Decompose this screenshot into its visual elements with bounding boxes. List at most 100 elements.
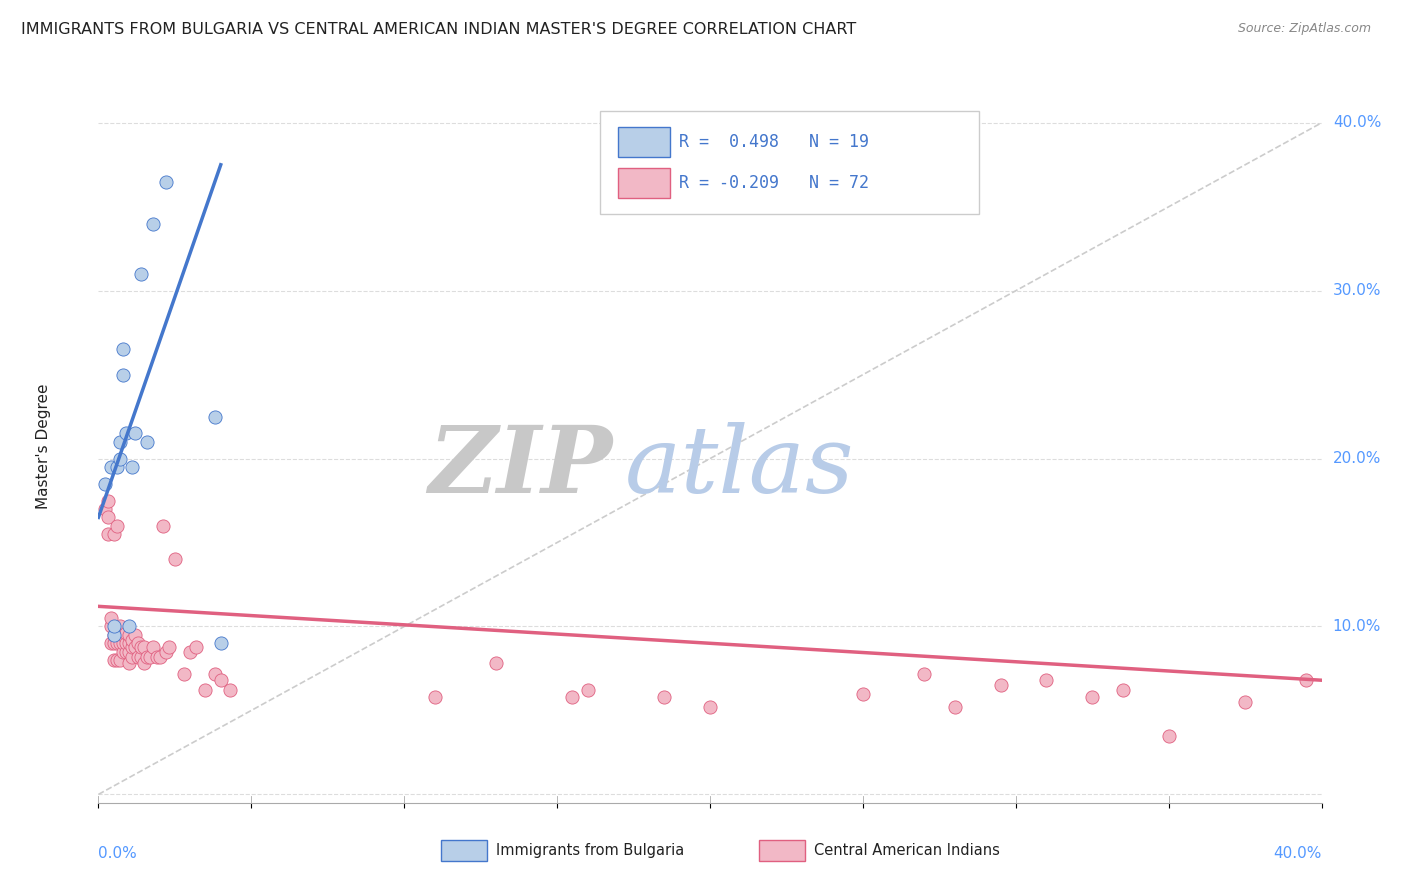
Point xyxy=(179,645,201,659)
Point xyxy=(118,657,141,671)
Point xyxy=(111,628,134,642)
Point xyxy=(124,426,146,441)
Point xyxy=(93,502,115,516)
Point xyxy=(108,619,131,633)
FancyBboxPatch shape xyxy=(619,168,669,198)
Point xyxy=(93,476,115,491)
Text: Master's Degree: Master's Degree xyxy=(37,384,51,508)
Point xyxy=(103,527,125,541)
Point xyxy=(100,611,122,625)
Point xyxy=(576,683,599,698)
Text: 30.0%: 30.0% xyxy=(1333,283,1381,298)
Point xyxy=(142,640,165,654)
Point xyxy=(943,700,966,714)
Point xyxy=(108,451,131,466)
Point xyxy=(121,632,143,647)
FancyBboxPatch shape xyxy=(759,840,806,862)
Point xyxy=(155,645,177,659)
Point xyxy=(1157,729,1180,743)
Point xyxy=(97,493,120,508)
Point xyxy=(561,690,583,704)
Point xyxy=(121,640,143,654)
Point xyxy=(142,217,165,231)
Point xyxy=(990,678,1012,692)
Point xyxy=(209,673,232,688)
Point xyxy=(115,426,138,441)
FancyBboxPatch shape xyxy=(600,111,979,214)
Point xyxy=(136,649,159,664)
Text: 0.0%: 0.0% xyxy=(98,846,138,861)
Point xyxy=(111,368,134,382)
Point xyxy=(852,687,875,701)
Text: Immigrants from Bulgaria: Immigrants from Bulgaria xyxy=(496,843,685,858)
Text: 10.0%: 10.0% xyxy=(1333,619,1381,634)
Text: IMMIGRANTS FROM BULGARIA VS CENTRAL AMERICAN INDIAN MASTER'S DEGREE CORRELATION : IMMIGRANTS FROM BULGARIA VS CENTRAL AMER… xyxy=(21,22,856,37)
Point xyxy=(129,267,152,281)
Point xyxy=(108,434,131,449)
Point xyxy=(186,640,208,654)
Point xyxy=(194,683,217,698)
Point xyxy=(204,409,226,424)
Point xyxy=(1112,683,1135,698)
Point xyxy=(149,649,172,664)
Text: 40.0%: 40.0% xyxy=(1274,846,1322,861)
Point xyxy=(115,626,138,640)
Point xyxy=(155,175,177,189)
Text: ZIP: ZIP xyxy=(427,423,612,512)
Point xyxy=(134,640,156,654)
Point xyxy=(105,460,128,475)
Point xyxy=(129,649,152,664)
Point xyxy=(652,690,675,704)
Point xyxy=(118,645,141,659)
Point xyxy=(103,653,125,667)
Point xyxy=(115,645,138,659)
Point xyxy=(127,636,149,650)
Point xyxy=(1234,695,1257,709)
Point xyxy=(204,666,226,681)
Point xyxy=(108,636,131,650)
Point xyxy=(173,666,195,681)
Text: 20.0%: 20.0% xyxy=(1333,451,1381,467)
Point xyxy=(118,619,141,633)
Point xyxy=(912,666,935,681)
Point xyxy=(124,640,146,654)
Point xyxy=(118,628,141,642)
Point xyxy=(127,649,149,664)
Point xyxy=(100,460,122,475)
Point xyxy=(103,619,125,633)
Point xyxy=(103,628,125,642)
Text: R =  0.498   N = 19: R = 0.498 N = 19 xyxy=(679,133,869,151)
Point xyxy=(115,636,138,650)
Point xyxy=(219,683,242,698)
Point xyxy=(111,645,134,659)
Text: atlas: atlas xyxy=(624,423,853,512)
Text: Source: ZipAtlas.com: Source: ZipAtlas.com xyxy=(1237,22,1371,36)
Point xyxy=(111,343,134,357)
Point xyxy=(124,628,146,642)
Point xyxy=(699,700,721,714)
Point xyxy=(485,657,508,671)
Point xyxy=(105,628,128,642)
Point xyxy=(118,636,141,650)
Point xyxy=(97,510,120,524)
Point xyxy=(108,653,131,667)
Point xyxy=(111,636,134,650)
Point xyxy=(97,527,120,541)
Point xyxy=(121,649,143,664)
Point xyxy=(105,518,128,533)
FancyBboxPatch shape xyxy=(619,127,669,157)
Point xyxy=(1081,690,1104,704)
Point xyxy=(145,649,167,664)
Text: Central American Indians: Central American Indians xyxy=(814,843,1000,858)
Point xyxy=(157,640,180,654)
FancyBboxPatch shape xyxy=(441,840,488,862)
Point xyxy=(105,653,128,667)
Text: R = -0.209   N = 72: R = -0.209 N = 72 xyxy=(679,174,869,192)
Point xyxy=(108,628,131,642)
Point xyxy=(1295,673,1317,688)
Point xyxy=(139,649,162,664)
Text: 40.0%: 40.0% xyxy=(1333,115,1381,130)
Point xyxy=(209,636,232,650)
Point xyxy=(121,460,143,475)
Point xyxy=(105,636,128,650)
